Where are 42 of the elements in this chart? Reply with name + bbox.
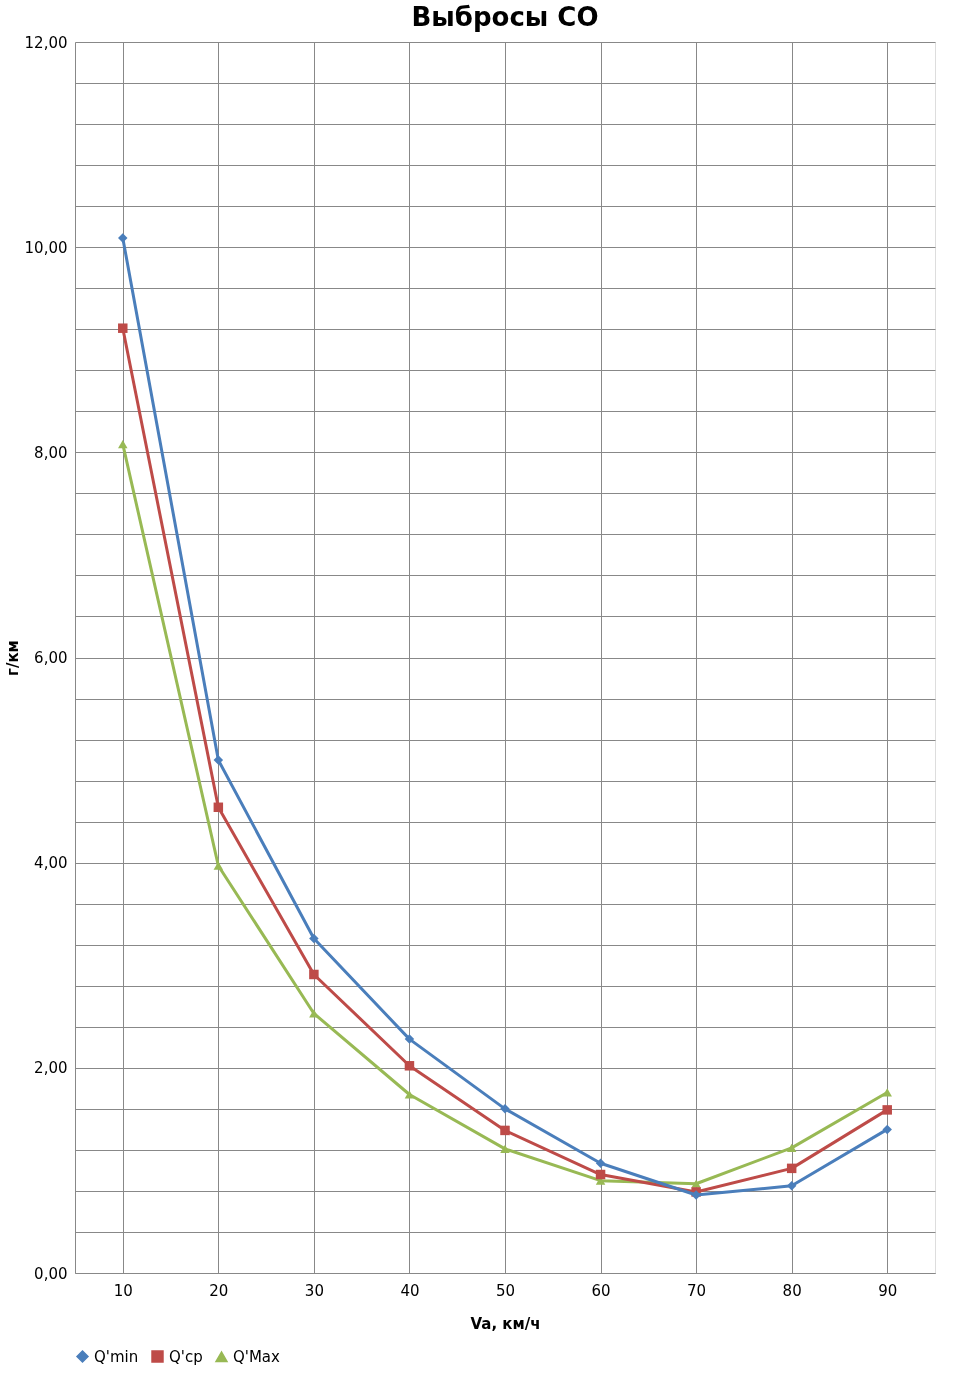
point bbox=[882, 1088, 892, 1097]
point bbox=[118, 440, 128, 449]
point bbox=[404, 1061, 415, 1071]
point bbox=[309, 969, 319, 980]
legend-label: Q'ср bbox=[169, 1347, 203, 1366]
legend-label: Q'min bbox=[94, 1347, 139, 1366]
point bbox=[882, 1124, 892, 1135]
y-tick-label: 4,00 bbox=[34, 854, 68, 873]
y-tick-label: 0,00 bbox=[34, 1264, 68, 1283]
point bbox=[404, 1090, 415, 1099]
point bbox=[786, 1163, 797, 1174]
point bbox=[595, 1158, 606, 1168]
point bbox=[404, 1034, 415, 1044]
x-tick-label: 40 bbox=[400, 1281, 420, 1300]
y-tick-label: 12,00 bbox=[24, 33, 68, 52]
x-tick-label: 10 bbox=[113, 1281, 133, 1300]
x-tick-label: 90 bbox=[878, 1281, 898, 1300]
x-tick-label: 80 bbox=[782, 1281, 802, 1300]
y-axis-title: г/км bbox=[3, 640, 22, 676]
point bbox=[118, 323, 128, 333]
point bbox=[118, 233, 128, 243]
y-tick-label: 2,00 bbox=[34, 1059, 68, 1078]
x-tick-label: 60 bbox=[591, 1281, 611, 1300]
point bbox=[595, 1169, 606, 1180]
x-tick-label: 20 bbox=[209, 1281, 229, 1300]
y-tick-label: 10,00 bbox=[24, 238, 68, 257]
point bbox=[213, 802, 224, 813]
point bbox=[882, 1105, 892, 1115]
x-tick-label: 30 bbox=[304, 1281, 324, 1300]
point bbox=[213, 755, 224, 765]
chart-title: Выбросы СО bbox=[411, 2, 599, 32]
x-tick-label: 50 bbox=[495, 1281, 516, 1300]
x-axis-title: Va, км/ч bbox=[470, 1314, 541, 1333]
point bbox=[786, 1181, 797, 1191]
y-tick-label: 6,00 bbox=[34, 649, 68, 667]
point bbox=[786, 1143, 797, 1152]
y-tick-label: 8,00 bbox=[34, 443, 68, 462]
point bbox=[500, 1144, 510, 1153]
point bbox=[500, 1125, 510, 1136]
point bbox=[309, 933, 319, 944]
x-tick-label: 70 bbox=[687, 1281, 707, 1300]
legend-label: Q'Max bbox=[233, 1347, 281, 1366]
